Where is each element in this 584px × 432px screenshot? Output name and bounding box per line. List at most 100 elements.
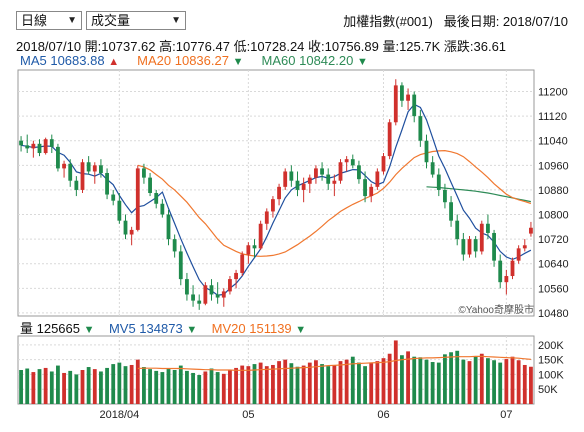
period-select[interactable]: 日線 ▼ (16, 11, 82, 30)
candle-body (449, 202, 453, 221)
volume-bar (350, 356, 355, 404)
volume-bar (492, 360, 496, 404)
watermark: ©Yahoo奇摩股市 (458, 303, 534, 316)
candles (19, 79, 533, 310)
candle-body (160, 203, 165, 215)
volume-bar (516, 360, 521, 404)
candle-body (430, 162, 435, 175)
indicator-select[interactable]: 成交量 ▼ (86, 11, 186, 30)
chevron-down-icon[interactable]: ▼ (67, 15, 77, 26)
volume-bar (49, 371, 54, 404)
candle-body (436, 174, 441, 190)
candle-body (142, 168, 146, 178)
candle-body (271, 199, 275, 212)
candle-body (338, 162, 343, 181)
volume-bar (74, 374, 79, 404)
ma20-label: MA20 10836.27 (137, 53, 229, 68)
volume-bar (99, 371, 103, 404)
volume-bar (387, 353, 392, 404)
candle-body (326, 174, 331, 184)
volume-bar (307, 362, 312, 404)
volume-bars (19, 340, 533, 404)
candle-body (320, 168, 324, 175)
volume-bar (473, 356, 478, 404)
candle-body (185, 279, 189, 295)
volume-bar (172, 370, 177, 404)
volume-bar (449, 352, 453, 404)
volume-bar (142, 367, 146, 404)
volume-bar (234, 367, 238, 404)
volume-bar (43, 367, 48, 404)
volume-bar (381, 358, 386, 404)
candle-body (154, 193, 159, 204)
volume-bar (197, 375, 202, 404)
candle-body (510, 260, 515, 277)
candle-body (400, 85, 404, 101)
candle-body (307, 177, 312, 184)
chart-header: 加權指數(#001) 最後日期: 2018/07/10 (343, 11, 568, 30)
candle-body (49, 139, 54, 147)
volume-bar (467, 361, 472, 404)
price-tick-label: 10880 (538, 185, 569, 197)
mv20-label: MV20 151139 (211, 321, 292, 336)
candle-body (381, 156, 386, 172)
volume-bar (191, 372, 195, 404)
grid (17, 69, 535, 405)
volume-bar (185, 370, 189, 404)
candle-body (228, 279, 232, 292)
candle-body (62, 163, 66, 169)
ma20-down-arrow-icon: ▼ (232, 56, 244, 68)
price-panel-frame (17, 69, 535, 317)
ma60-label: MA60 10842.20 (261, 53, 354, 68)
candle-body (135, 168, 140, 230)
candle-body (486, 223, 490, 233)
volume-bar (455, 350, 460, 404)
volume-bar (283, 359, 288, 404)
volume-bar (375, 361, 380, 404)
candle-body (240, 254, 245, 273)
chevron-down-icon[interactable]: ▼ (171, 15, 181, 26)
volume-tick-label: 150K (538, 355, 564, 367)
volume-bar (148, 369, 152, 404)
price-tick-label: 11120 (538, 111, 567, 123)
volume-bar (400, 355, 404, 404)
candle-body (443, 189, 447, 203)
price-tick-label: 10800 (538, 210, 569, 222)
candle-body (277, 186, 281, 200)
ma60-down-arrow-icon: ▼ (356, 56, 368, 68)
volume-bar (461, 359, 466, 404)
candle-body (99, 165, 103, 174)
moving-average-lines (21, 103, 532, 296)
price-tick-label: 10960 (538, 160, 569, 172)
volume-bar (31, 372, 36, 404)
volume-bar (357, 362, 361, 404)
candle-body (295, 180, 300, 190)
candle-body (74, 180, 79, 190)
axes: 10480 10560 10640 10720 10800 10880 10960 11040… (99, 87, 568, 421)
candle-body (516, 248, 521, 261)
candle-body (191, 294, 195, 301)
candle-body (31, 143, 36, 149)
ma5-label: MA5 10683.88 (20, 53, 105, 68)
candle-body (375, 171, 380, 187)
volume-bar (498, 362, 503, 404)
volume-bar (240, 365, 245, 404)
volume-bar (393, 340, 398, 404)
volume-bar (332, 364, 337, 404)
candle-body (68, 163, 73, 181)
candle-body (86, 162, 91, 172)
date-tick-label: 07 (500, 409, 512, 421)
price-tick-label: 10560 (538, 283, 569, 295)
candle-body (166, 214, 171, 240)
candle-body (344, 159, 349, 163)
volume-bar (160, 372, 165, 404)
volume-bar (246, 366, 251, 404)
volume-bar (510, 356, 515, 404)
volume-bar (56, 365, 60, 404)
volume-bar (252, 364, 257, 404)
candle-body (301, 183, 306, 190)
volume-bar (529, 366, 533, 404)
candle-body (289, 171, 294, 181)
volume-label: 量 125665 (20, 321, 80, 336)
